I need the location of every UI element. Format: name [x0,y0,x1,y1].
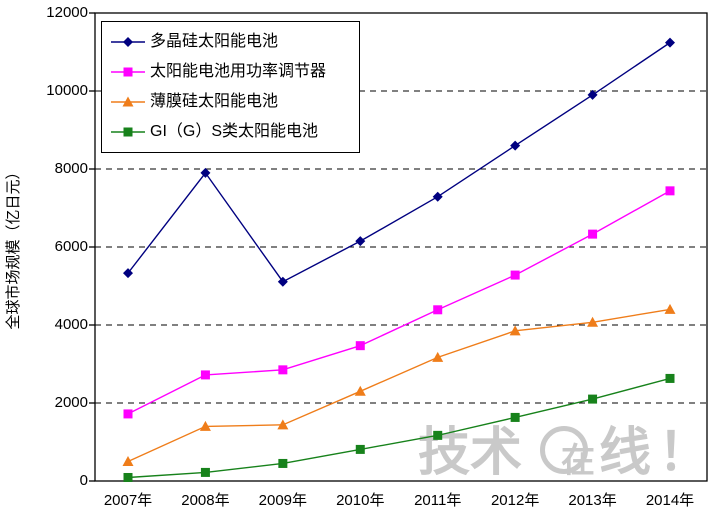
triangle-marker-icon [122,456,134,466]
legend-item-label: 薄膜硅太阳能电池 [150,93,279,110]
diamond-marker-icon [200,167,211,178]
x-tick-label: 2009年 [258,492,308,509]
square-marker-icon [510,412,520,422]
triangle-legend-key-icon [111,96,145,107]
triangle-marker-icon [664,303,676,314]
legend-item-label: GI（G）S类太阳能电池 [150,123,319,140]
y-tick-label: 8000 [54,160,88,177]
square-marker-icon [123,409,133,419]
diamond-marker-icon [123,268,133,279]
x-tick-label: 2008年 [181,492,230,509]
legend-item: 多晶硅太阳能电池 [111,32,359,52]
x-tick-label: 2007年 [103,492,153,509]
square-marker-icon [588,229,598,239]
triangle-marker-icon [587,316,599,327]
y-tick-label: 10000 [46,82,88,99]
square-marker-icon [665,373,675,383]
watermark-text: 线 [599,424,652,482]
y-tick-label: 12000 [46,4,88,21]
square-marker-icon [433,305,443,315]
y-tick-label: 4000 [54,316,88,333]
series-line [127,42,671,283]
y-tick-label: 6000 [54,238,88,255]
x-tick-label: 2011年 [414,492,462,509]
triangle-marker-icon [354,385,366,396]
diamond-legend-key-icon [111,37,145,47]
watermark: 技术 在 线 ！ [418,424,718,488]
square-marker-icon [200,467,210,477]
square-legend-key-icon [111,127,145,137]
x-tick-label: 2010年 [336,492,385,509]
diamond-marker-icon [277,276,288,287]
legend-item: GI（G）S类太阳能电池 [111,122,359,142]
square-marker-icon [278,365,288,375]
diamond-marker-icon [587,89,598,100]
x-tick-label: 2013年 [568,492,617,509]
series-line [127,308,671,463]
square-marker-icon [123,127,133,137]
square-marker-icon [510,270,520,280]
x-tick-label: 2012年 [490,492,540,509]
diamond-marker-icon [432,191,443,202]
triangle-marker-icon [122,96,134,107]
legend-item-label: 太阳能电池用功率调节器 [150,63,327,80]
square-marker-icon [200,370,210,380]
legend-item-label: 多晶硅太阳能电池 [150,33,279,50]
y-tick-label: 2000 [54,394,88,411]
magnifier-circle-icon [540,426,588,474]
diamond-marker-icon [510,140,521,151]
square-marker-icon [123,472,133,482]
square-marker-icon [433,430,443,440]
legend: 多晶硅太阳能电池太阳能电池用功率调节器 薄膜硅太阳能电池 GI（G）S类太阳能电池 [101,21,360,153]
square-marker-icon [588,394,598,404]
watermark-text: ！ [658,424,711,482]
legend-item: 薄膜硅太阳能电池 [111,92,359,112]
square-marker-icon [355,341,365,351]
square-marker-icon [278,458,288,468]
diamond-marker-icon [355,236,366,247]
triangle-marker-icon [199,420,211,431]
triangle-marker-icon [277,419,289,430]
x-tick-label: 2014年 [645,492,695,509]
diamond-marker-icon [123,37,133,47]
y-tick-label: 0 [79,472,88,489]
diamond-marker-icon [665,37,675,48]
square-marker-icon [665,186,675,196]
series-line [127,377,671,479]
triangle-marker-icon [509,325,521,336]
square-legend-key-icon [111,67,145,77]
legend-item: 太阳能电池用功率调节器 [111,62,359,82]
series-line [127,190,671,415]
square-marker-icon [123,67,133,77]
triangle-marker-icon [432,351,444,362]
watermark-text: 在 [561,442,595,480]
square-marker-icon [355,444,365,454]
